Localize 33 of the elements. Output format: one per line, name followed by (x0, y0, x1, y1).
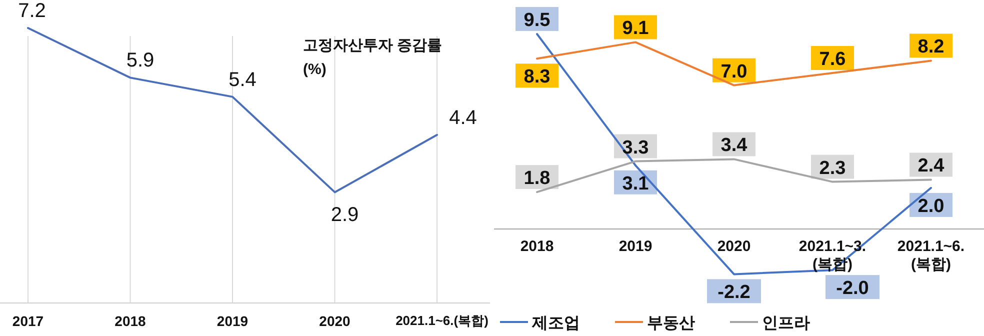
legend-label: 부동산 (647, 315, 695, 332)
data-label: 8.3 (524, 66, 550, 88)
x-tick-label: 2019 (618, 238, 654, 256)
data-label: -2.2 (718, 282, 750, 304)
data-label: 2.0 (918, 196, 944, 217)
x-tick-label: 2021.1~6. (복합) (896, 238, 966, 274)
x-tick-label: 2019 (216, 312, 250, 330)
x-tick-label: 2020 (716, 238, 752, 256)
data-label: 1.8 (524, 168, 550, 190)
data-label: 2.4 (918, 156, 945, 177)
data-label: 5.4 (228, 68, 256, 91)
data-label: 3.4 (720, 135, 748, 156)
x-tick-label: 2018 (114, 312, 147, 330)
data-label: 2.9 (330, 204, 359, 226)
text: 고정자산투자 증감률 (%) (303, 36, 444, 80)
data-label: 7.0 (720, 61, 748, 82)
data-label: 5.9 (126, 50, 154, 72)
data-label: 3.3 (622, 137, 649, 158)
data-label: 7.6 (819, 49, 846, 70)
data-label: 7.2 (18, 0, 46, 22)
data-label: 9.5 (524, 10, 551, 31)
x-tick-label: 2018 (519, 238, 555, 256)
x-tick-label: 2021.1~6.(복합) (394, 312, 490, 330)
data-label: 8.2 (918, 36, 944, 58)
data-label: -2.0 (836, 278, 869, 300)
data-label: 9.1 (622, 18, 650, 40)
x-tick-label: 2020 (318, 312, 352, 330)
data-label: 3.1 (622, 173, 650, 194)
data-label: 2.3 (819, 158, 846, 179)
data-label: 4.4 (449, 106, 477, 129)
legend-label: 제조업 (531, 315, 580, 332)
legend-label: 인프라 (762, 315, 810, 332)
x-tick-label: 2017 (11, 312, 45, 330)
